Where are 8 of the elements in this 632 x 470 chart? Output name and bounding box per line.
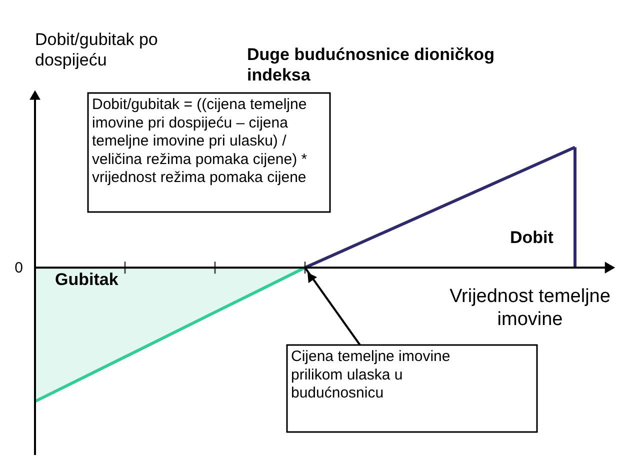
annotation: Gubitak — [55, 270, 119, 289]
annotation: Dobit — [510, 228, 554, 247]
annotation: Cijena temeljne imovine prilikom ulaska u budućnosnicu — [291, 348, 450, 402]
ref-line-label: 0 — [14, 260, 23, 277]
y-axis-title: Dobit/gubitak po dospijeću — [35, 30, 158, 70]
x-axis-title: Vrijednost temeljne imovine — [450, 286, 610, 330]
chart-title: Duge budućnosnice dioničkog indeksa — [247, 45, 494, 85]
annotation: Dobit/gubitak = ((cijena temeljne imovine pri dospijeću – cijena temeljne imovine pri ulasku) / veličina režima pomaka cijene) * vrijednost režima pomaka cijene — [92, 96, 308, 186]
